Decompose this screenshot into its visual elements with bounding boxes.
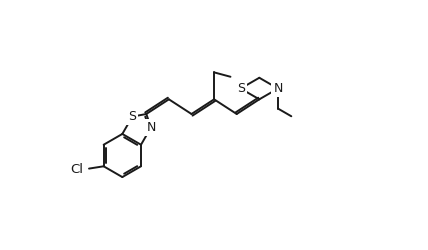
Text: S: S [128,110,137,123]
Text: N: N [273,82,282,95]
Text: N: N [146,121,156,134]
Text: Cl: Cl [70,163,83,176]
Text: S: S [237,82,245,95]
